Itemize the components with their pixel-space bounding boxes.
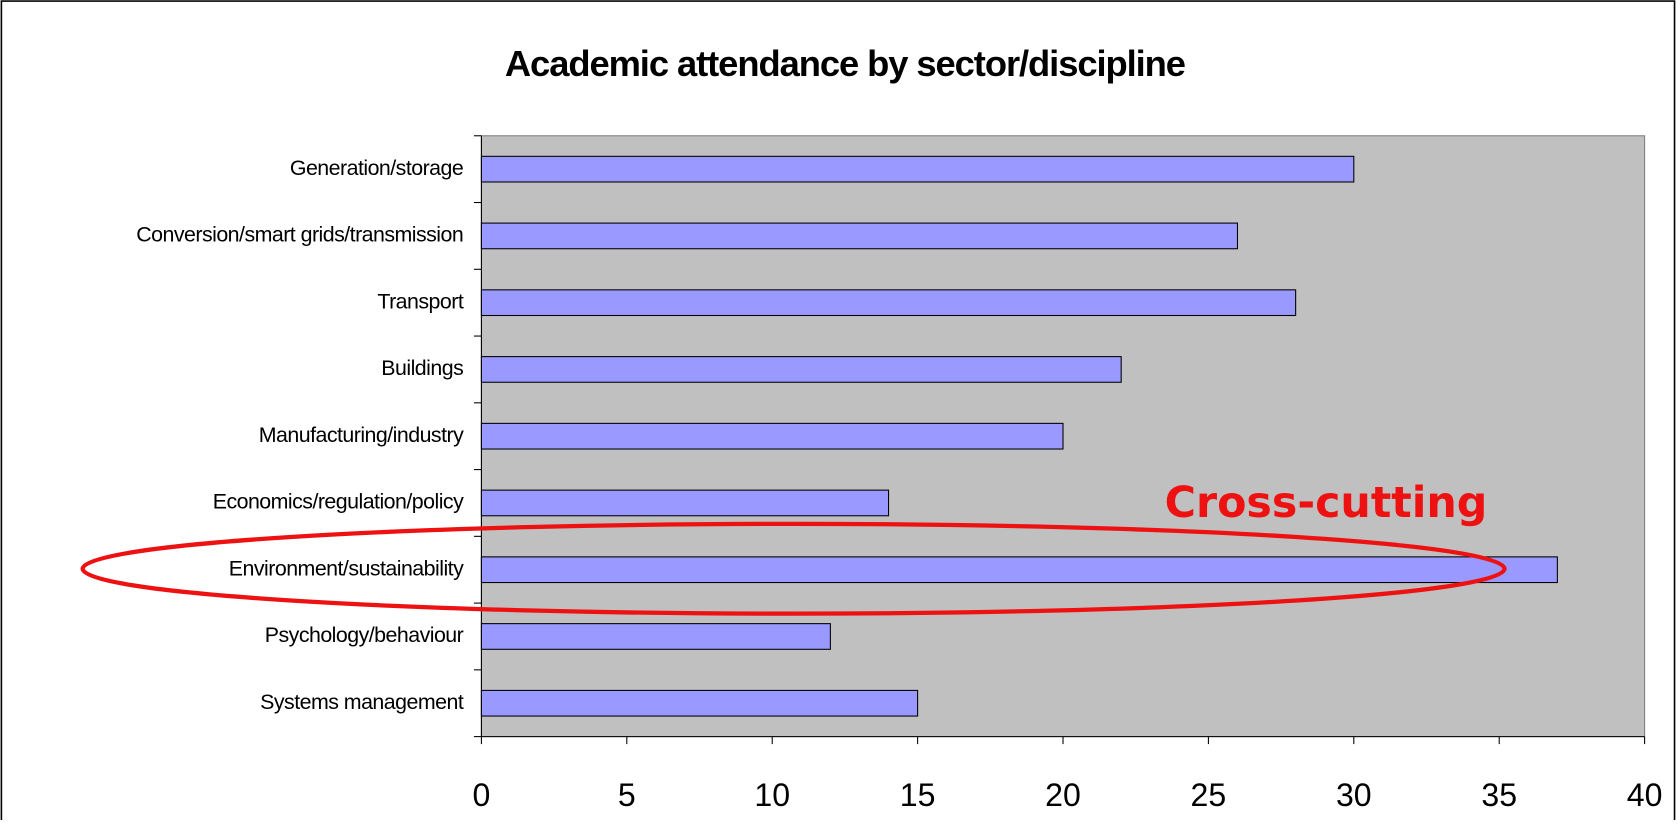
bar bbox=[480, 356, 1122, 383]
y-tick-label: Buildings bbox=[381, 356, 463, 380]
y-tick-label: Generation/storage bbox=[290, 156, 463, 180]
x-tick-label: 30 bbox=[1336, 777, 1372, 813]
y-tick-label: Psychology/behaviour bbox=[265, 623, 464, 647]
bar bbox=[480, 623, 831, 650]
x-tick-label: 35 bbox=[1481, 777, 1517, 813]
y-tick-label: Conversion/smart grids/transmission bbox=[136, 223, 463, 247]
x-tick-label: 20 bbox=[1045, 777, 1081, 813]
x-tick-label: 10 bbox=[754, 777, 790, 813]
x-tick-label: 15 bbox=[900, 777, 936, 813]
y-tick-label: Transport bbox=[377, 289, 463, 313]
bar bbox=[480, 489, 890, 517]
annotation: Cross-cutting bbox=[1165, 478, 1488, 528]
bar bbox=[480, 222, 1239, 250]
bar bbox=[480, 556, 1558, 584]
x-tick-label: 25 bbox=[1191, 777, 1227, 813]
bar bbox=[480, 689, 919, 717]
x-tick-label: 0 bbox=[472, 777, 490, 813]
bar bbox=[480, 289, 1297, 317]
highlight-ellipse bbox=[80, 521, 1507, 616]
x-tick-label: 40 bbox=[1627, 777, 1663, 813]
y-tick-label: Manufacturing/industry bbox=[259, 423, 464, 447]
y-tick-label: Economics/regulation/policy bbox=[213, 490, 464, 514]
bar bbox=[480, 422, 1064, 450]
y-tick-label: Systems management bbox=[260, 690, 464, 714]
bar bbox=[480, 155, 1355, 183]
y-tick-label: Environment/sustainability bbox=[229, 556, 464, 580]
chart-title: Academic attendance by sector/discipline bbox=[505, 43, 1185, 84]
x-tick-label: 5 bbox=[618, 777, 636, 813]
